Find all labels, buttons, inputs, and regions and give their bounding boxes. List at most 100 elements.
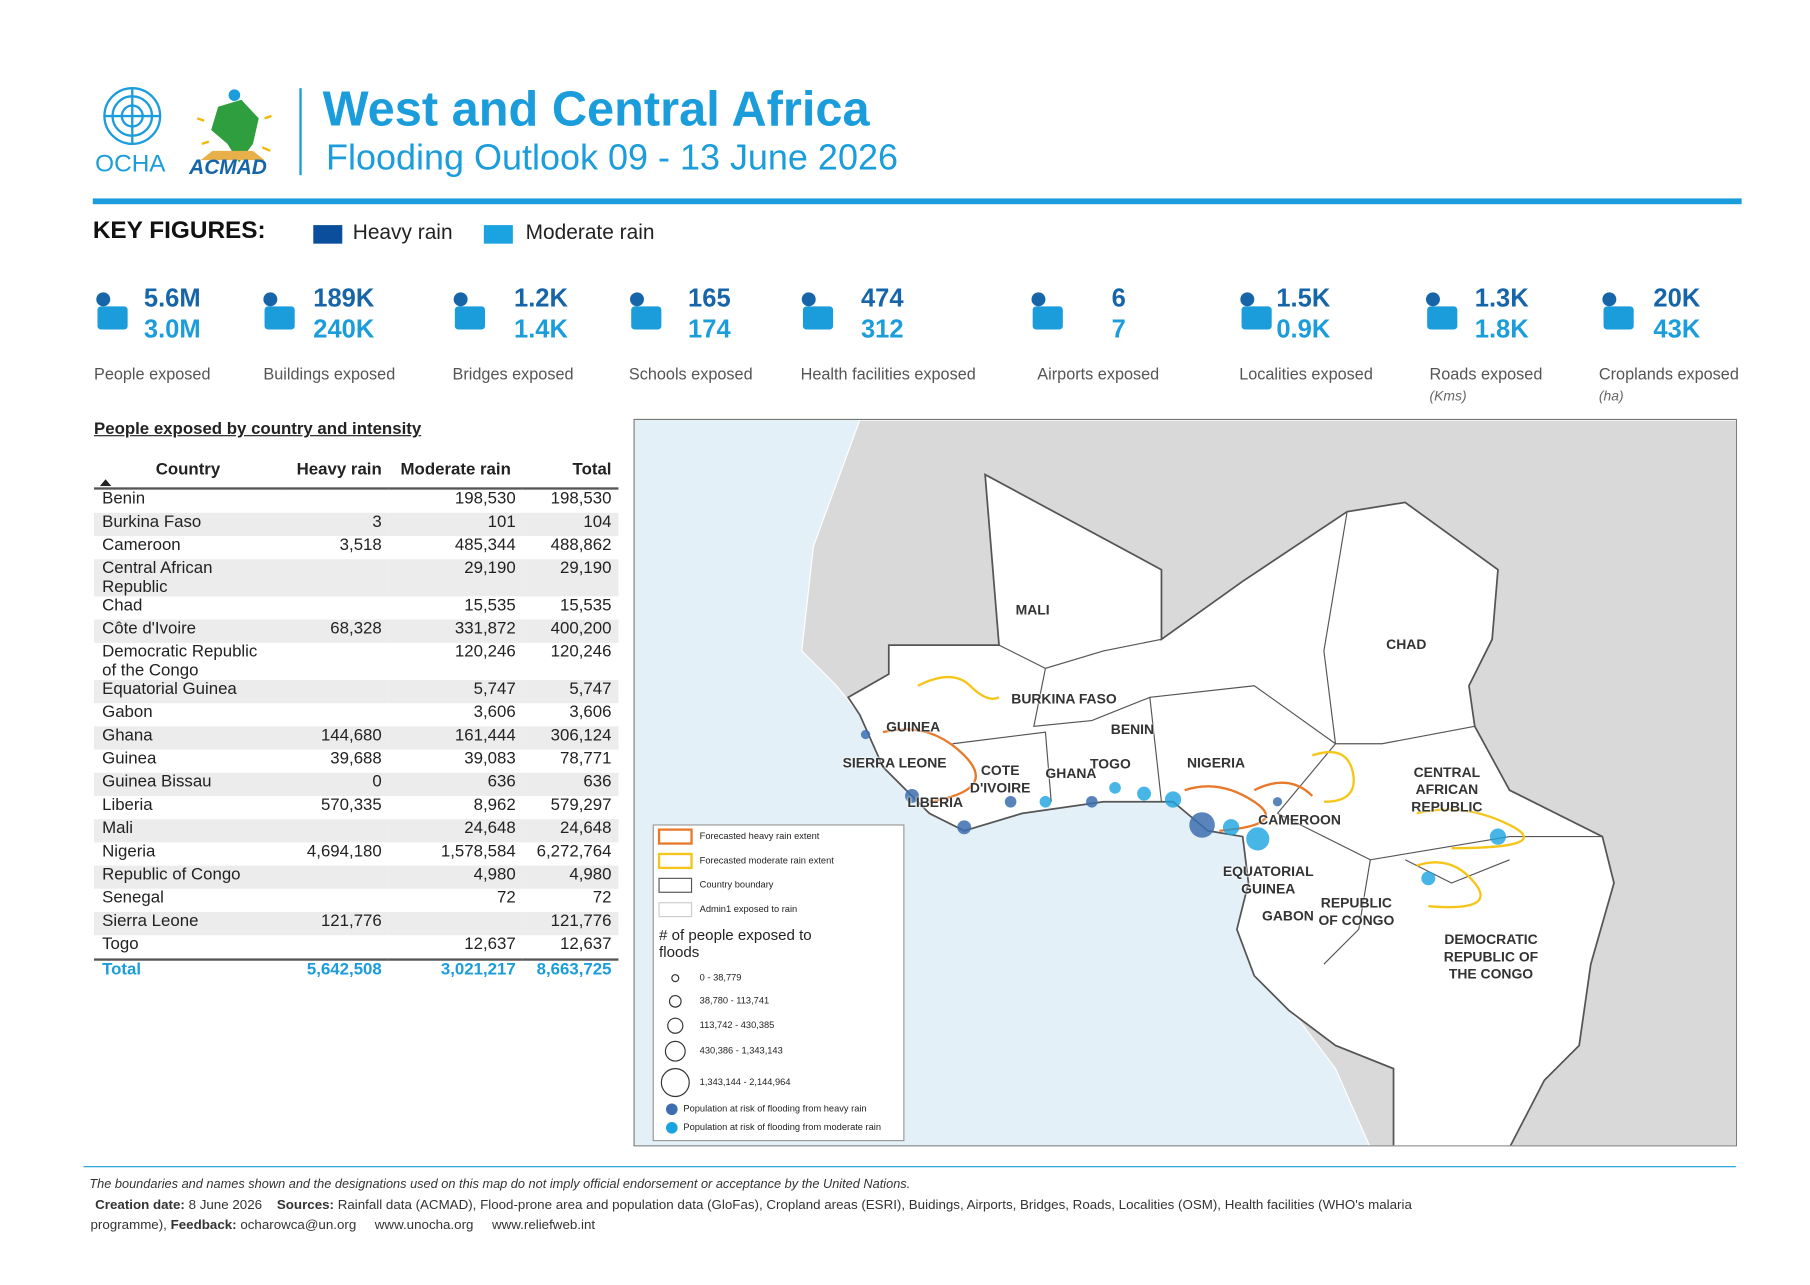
cell: 400,200 <box>522 619 619 643</box>
country-label: COTE D'IVOIRE <box>970 762 1031 797</box>
legend-label: 1,343,144 - 2,144,964 <box>699 1076 791 1088</box>
table-row: Ghana 144,680 161,444 306,124 <box>93 726 619 750</box>
cell: 4,694,180 <box>306 842 382 861</box>
table-row: Guinea 39,688 39,083 78,771 <box>94 750 618 773</box>
table-row: Democratic Republic of the Congo 120,246 1… <box>94 643 618 680</box>
legend-label: 113,742 - 430,385 <box>699 1019 775 1031</box>
country: Ghana <box>93 726 282 750</box>
legend-label: 0 - 38,779 <box>699 972 742 983</box>
cell: 120,246 <box>454 642 516 662</box>
label-line: LIBERIA <box>907 794 964 811</box>
footer-rule <box>83 1166 1736 1168</box>
country-label: REPUBLIC OF CONGO <box>1318 895 1394 930</box>
cell: 29,190 <box>388 559 523 597</box>
cell: 72 <box>497 888 516 908</box>
figure-unit: (ha) <box>1598 387 1624 404</box>
map: MALI BURKINA FASO BENIN TOGO NIGERIA GHANA COT… <box>633 418 1737 1147</box>
logo-text: OCHA <box>95 150 166 178</box>
cell: 24,648 <box>522 819 619 843</box>
country-label: LIBERIA <box>907 794 963 811</box>
link[interactable]: www.unocha.org <box>374 1218 474 1233</box>
heavy-value: 20K <box>1653 283 1701 313</box>
label-line: GUINEA <box>886 718 941 736</box>
label-line: MALI <box>1015 601 1050 618</box>
cell <box>282 703 389 726</box>
label-line: SIERRA LEONE <box>842 754 947 772</box>
cell <box>282 488 389 512</box>
cell <box>282 643 389 680</box>
icon <box>1237 290 1276 332</box>
cell: 5,747 <box>388 679 523 704</box>
table-row: Guinea Bissau 0 636 636 <box>93 772 619 796</box>
footer-info: Creation date: 8 June 2026 Sources: Rain… <box>91 1196 1472 1235</box>
country: Nigeria <box>102 842 156 861</box>
table-row: Cameroon 3,518 485,344 488,862 <box>94 536 618 559</box>
cell: 331,872 <box>388 619 523 643</box>
country: Democratic Republic of the Congo <box>102 642 258 680</box>
cell: 120,246 <box>550 642 612 662</box>
figure-label: Bridges exposed <box>452 364 574 383</box>
cell: 4,980 <box>522 865 619 889</box>
country: Gabon <box>102 703 153 722</box>
moderate-value: 240K <box>313 314 375 344</box>
column-header: Heavy rain <box>296 460 382 480</box>
moderate-value: 1.8K <box>1474 314 1529 344</box>
cell: 3,606 <box>569 703 612 722</box>
heavy-value: 1.2K <box>514 283 568 313</box>
moderate-value: 174 <box>688 314 731 344</box>
icon <box>798 290 837 332</box>
label: Feedback: <box>170 1218 237 1233</box>
sort-arrow <box>99 479 112 487</box>
label-line: CENTRAL <box>1413 764 1481 781</box>
cell: 198,530 <box>550 489 612 509</box>
country-label: TOGO <box>1090 756 1131 773</box>
label-line: AFRICAN <box>1415 781 1479 798</box>
label-line: NIGERIA <box>1186 754 1246 772</box>
heavy-value: 5.6M <box>143 283 201 313</box>
legend-label: Population at risk of flooding from mode… <box>683 1122 882 1133</box>
legend-title: # of people exposed to floods <box>659 925 812 961</box>
country: Central African Republic <box>93 559 282 597</box>
icon-shape <box>96 292 128 330</box>
cell: 3,606 <box>473 703 516 722</box>
cell <box>281 559 389 597</box>
table-row: Gabon 3,606 3,606 <box>94 703 618 726</box>
divider <box>299 88 302 176</box>
legend-swatch <box>483 225 513 244</box>
cell: 104 <box>522 512 619 537</box>
cell: 15,535 <box>560 596 612 615</box>
cell: 161,444 <box>388 726 523 750</box>
link[interactable]: www.reliefweb.int <box>492 1218 596 1233</box>
feedback[interactable]: ocharowca@un.org <box>240 1218 357 1233</box>
country: Liberia <box>102 795 153 815</box>
icon <box>93 290 132 332</box>
label-line: TOGO <box>1090 755 1131 773</box>
legend-label: Moderate rain <box>525 220 655 244</box>
icon <box>1599 290 1638 332</box>
country: Chad <box>102 596 143 615</box>
sources: Rainfall data (ACMAD), Flood-prone area … <box>90 1198 1412 1233</box>
country: Guinea Bissau <box>93 772 282 796</box>
country: Togo <box>102 935 139 954</box>
label-line: REPUBLIC <box>1411 798 1483 816</box>
disclaimer: The boundaries and names shown and the d… <box>89 1177 911 1192</box>
label-line: DEMOCRATIC <box>1444 931 1538 948</box>
legend-label: 430,386 - 1,343,143 <box>699 1045 783 1056</box>
cell <box>282 596 389 619</box>
legend-label: Forecasted moderate rain extent <box>699 855 834 866</box>
creation-date: 8 June 2026 <box>188 1198 263 1213</box>
legend-label: Country boundary <box>699 879 774 890</box>
cell: 636 <box>388 772 523 796</box>
cell <box>281 865 389 889</box>
country: Republic of Congo <box>93 865 282 889</box>
cell: 121,776 <box>522 911 619 936</box>
country-label: CHAD <box>1386 636 1426 653</box>
country-label: BENIN <box>1111 721 1154 738</box>
cell: 306,124 <box>522 726 619 750</box>
country: Cameroon <box>102 536 181 555</box>
legend-label: 38,780 - 113,741 <box>699 995 770 1006</box>
country-label: DEMOCRATIC REPUBLIC OF THE CONGO <box>1444 931 1538 983</box>
heavy-value: 6 <box>1111 283 1126 313</box>
subtitle: Flooding Outlook 09 - 13 June 2026 <box>326 136 898 178</box>
